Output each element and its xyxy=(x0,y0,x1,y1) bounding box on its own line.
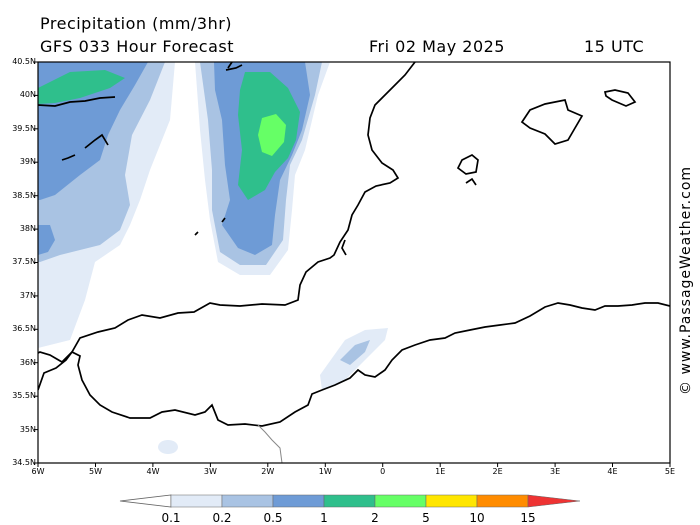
legend-swatch-10 xyxy=(476,494,529,508)
lat-label: 35.5N xyxy=(12,391,36,400)
lon-label: 4W xyxy=(146,467,160,476)
legend-label: 15 xyxy=(520,511,536,525)
lat-label: 40.5N xyxy=(12,57,36,66)
lat-label: 34.5N xyxy=(12,458,36,467)
legend-label: 5 xyxy=(422,511,430,525)
lon-label: 4E xyxy=(607,467,618,476)
forecast-time: 15 UTC xyxy=(584,37,645,56)
precipitation-layer xyxy=(38,62,388,454)
legend-label: 2 xyxy=(371,511,379,525)
lon-ticks xyxy=(37,463,671,467)
legend-swatch-2 xyxy=(374,494,427,508)
forecast-date: Fri 02 May 2025 xyxy=(369,37,505,56)
legend-label: 1 xyxy=(320,511,328,525)
lat-label: 39.5N xyxy=(12,124,36,133)
legend-bar xyxy=(119,494,581,508)
lat-label: 37.5N xyxy=(12,257,36,266)
legend-arrow-low xyxy=(119,494,172,508)
legend-label: 10 xyxy=(469,511,485,525)
legend-swatch-0.2 xyxy=(221,494,274,508)
lon-label: 0 xyxy=(380,467,386,476)
lon-label: 1W xyxy=(318,467,332,476)
lat-label: 35N xyxy=(19,425,36,434)
lat-label: 36N xyxy=(19,358,36,367)
lon-label: 3W xyxy=(203,467,217,476)
legend-label: 0.5 xyxy=(263,511,283,525)
lon-label: 5E xyxy=(664,467,676,476)
legend-swatch-0.1 xyxy=(170,494,223,508)
lon-label: 2E xyxy=(492,467,503,476)
legend-label: 0.1 xyxy=(161,511,181,525)
lat-label: 38.5N xyxy=(12,191,36,200)
lon-label: 2W xyxy=(261,467,275,476)
forecast-label: GFS 033 Hour Forecast xyxy=(40,37,235,56)
legend-swatch-0.5 xyxy=(272,494,325,508)
lat-label: 36.5N xyxy=(12,324,36,333)
lon-label: 5W xyxy=(89,467,102,476)
lat-label: 38N xyxy=(19,224,36,233)
lat-label: 39N xyxy=(19,157,36,166)
lat-label: 37N xyxy=(19,291,36,300)
lon-label: 6W xyxy=(31,467,45,476)
watermark: © www.PassageWeather.com xyxy=(678,165,694,395)
lon-label: 1E xyxy=(435,467,446,476)
coastline xyxy=(38,62,670,427)
border-line xyxy=(257,424,283,464)
map-title: Precipitation (mm/3hr) xyxy=(40,14,233,33)
legend-swatch-1 xyxy=(323,494,376,508)
lat-ticks xyxy=(34,61,38,464)
legend-label: 0.2 xyxy=(212,511,232,525)
lon-label: 3E xyxy=(550,467,561,476)
legend-swatch-15 xyxy=(527,494,581,508)
lat-label: 40N xyxy=(19,90,36,99)
legend-swatch-5 xyxy=(425,494,478,508)
